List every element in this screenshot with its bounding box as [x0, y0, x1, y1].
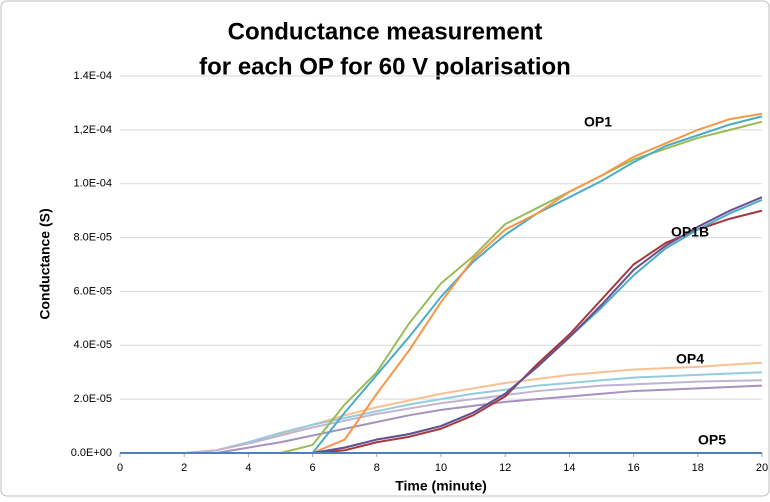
x-tick-label: 8 — [374, 462, 380, 474]
annotation: OP1B — [671, 224, 709, 240]
x-tick-label: 0 — [117, 462, 123, 474]
y-axis-title: Conductance (S) — [37, 208, 53, 319]
y-tick-label: 1,2E-04 — [73, 124, 112, 136]
y-tick-label: 6.0E-05 — [73, 285, 112, 297]
series-line — [120, 384, 763, 454]
x-tick-label: 10 — [435, 462, 447, 474]
annotation: OP4 — [676, 351, 704, 367]
annotation: OP1 — [584, 114, 612, 130]
x-tick-label: 20 — [756, 462, 768, 474]
x-tick-label: 12 — [499, 462, 511, 474]
x-tick-label: 4 — [245, 462, 251, 474]
y-tick-label: 1.0E-04 — [73, 178, 112, 190]
chart-title: Conductance measurement — [228, 18, 543, 45]
y-tick-label: 8.0E-05 — [73, 231, 112, 243]
x-tick-label: 18 — [692, 462, 704, 474]
x-axis-title: Time (minute) — [395, 478, 487, 494]
x-tick-label: 2 — [181, 462, 187, 474]
x-tick-label: 16 — [627, 462, 639, 474]
series-line — [120, 379, 763, 454]
y-tick-label: 0.0E+00 — [71, 447, 112, 459]
x-tick-label: 6 — [310, 462, 316, 474]
y-tick-label: 4.0E-05 — [73, 339, 112, 351]
x-tick-label: 14 — [563, 462, 575, 474]
annotation: OP5 — [698, 432, 726, 448]
y-tick-label: 2.0E-05 — [73, 393, 112, 405]
y-tick-label: 1.4E-04 — [73, 70, 112, 82]
